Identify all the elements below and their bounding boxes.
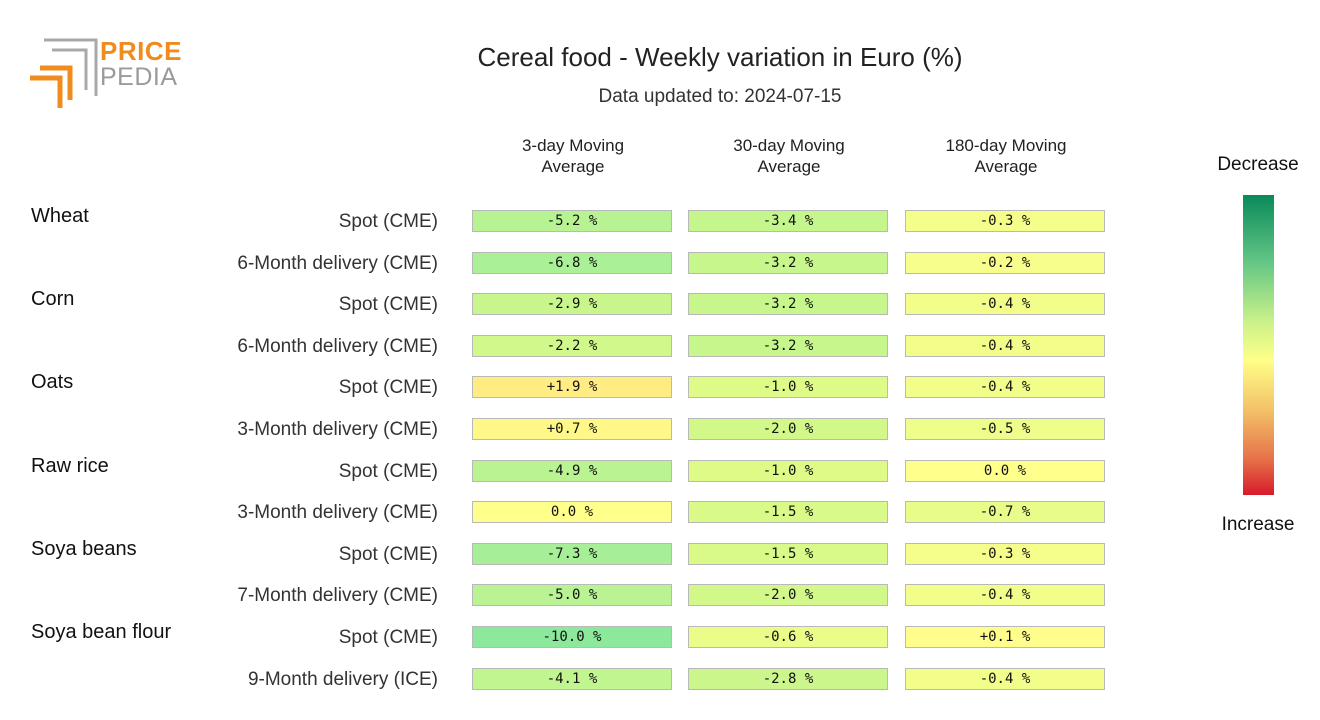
chart-title: Cereal food - Weekly variation in Euro (… [477, 42, 963, 72]
column-header: 30-day Moving Average [688, 135, 890, 177]
group-label: Oats [31, 371, 74, 394]
chart-subtitle: Data updated to: 2024-07-15 [598, 86, 842, 107]
value-cell: +0.7 % [472, 418, 672, 440]
row-label: Spot (CME) [338, 377, 438, 399]
column-header-line: 30-day Moving [733, 136, 845, 155]
value-cell: 0.0 % [905, 459, 1105, 482]
value-cell: -5.0 % [472, 584, 672, 607]
logo-mark-icon [30, 38, 98, 108]
value-cell: -10.0 % [472, 626, 672, 648]
value-cell: -6.8 % [472, 251, 672, 274]
row-label: 3-Month delivery (CME) [237, 419, 438, 440]
row-label: Spot (CME) [338, 294, 438, 316]
scale-bottom-label: Increase [1221, 514, 1295, 535]
value-cell: -2.8 % [688, 667, 888, 690]
value-cell: -5.2 % [472, 210, 672, 232]
value-cell: -4.9 % [472, 459, 672, 482]
value-cell: -3.2 % [688, 251, 888, 274]
scale-top-label: Decrease [1217, 154, 1299, 175]
value-cell: -0.7 % [905, 501, 1105, 524]
value-cell: -0.6 % [688, 626, 888, 648]
value-cell: -0.3 % [905, 542, 1105, 565]
logo-text-price: PRICE [100, 36, 182, 66]
value-cell: 0.0 % [472, 501, 672, 524]
column-header-line: 180-day Moving [945, 136, 1067, 155]
row-label: Spot (CME) [338, 543, 438, 565]
row-label: Spot (CME) [338, 460, 438, 482]
group-label: Raw rice [31, 454, 109, 477]
column-header-line: Average [757, 157, 821, 176]
row-label: 7-Month delivery (CME) [237, 585, 438, 607]
value-cell: +0.1 % [905, 626, 1105, 648]
row-label: Spot (CME) [338, 211, 438, 232]
value-cell: -2.0 % [688, 584, 888, 607]
value-cell: -0.4 % [905, 584, 1105, 607]
value-cell: -0.4 % [905, 334, 1105, 357]
row-label: 9-Month delivery (ICE) [247, 668, 438, 690]
value-cell: -2.0 % [688, 418, 888, 440]
value-cell: -1.0 % [688, 376, 888, 399]
value-cell: -3.2 % [688, 334, 888, 357]
value-cell: -0.2 % [905, 251, 1105, 274]
row-label: 3-Month delivery (CME) [237, 502, 438, 524]
group-label: Wheat [31, 205, 89, 227]
value-cell: -2.2 % [472, 334, 672, 357]
value-cell: -1.5 % [688, 501, 888, 524]
value-cell: -0.5 % [905, 418, 1105, 440]
pricepedia-logo: PRICE PEDIA [30, 38, 190, 110]
value-cell: -3.4 % [688, 210, 888, 232]
column-header-line: Average [974, 157, 1038, 176]
column-header: 3-day Moving Average [472, 135, 674, 177]
value-cell: -0.4 % [905, 293, 1105, 316]
value-cell: -0.4 % [905, 376, 1105, 399]
value-cell: -0.3 % [905, 210, 1105, 232]
group-label: Soya beans [31, 537, 137, 560]
group-label: Corn [31, 288, 75, 311]
row-label: 6-Month delivery (CME) [237, 335, 438, 357]
value-cell: -4.1 % [472, 667, 672, 690]
value-cell: -2.9 % [472, 293, 672, 316]
logo-text-pedia: PEDIA [100, 63, 178, 91]
color-scale-bar [1243, 195, 1274, 495]
value-cell: -1.0 % [688, 459, 888, 482]
value-cell: -7.3 % [472, 542, 672, 565]
value-cell: -3.2 % [688, 293, 888, 316]
column-header-line: Average [541, 157, 605, 176]
value-cell: -1.5 % [688, 542, 888, 565]
value-cell: -0.4 % [905, 667, 1105, 690]
group-label: Soya bean flour [31, 621, 172, 643]
row-label: 6-Month delivery (CME) [237, 252, 438, 274]
row-label: Spot (CME) [338, 627, 438, 648]
column-header: 180-day Moving Average [905, 135, 1107, 177]
value-cell: +1.9 % [472, 376, 672, 399]
column-header-line: 3-day Moving [521, 136, 625, 155]
